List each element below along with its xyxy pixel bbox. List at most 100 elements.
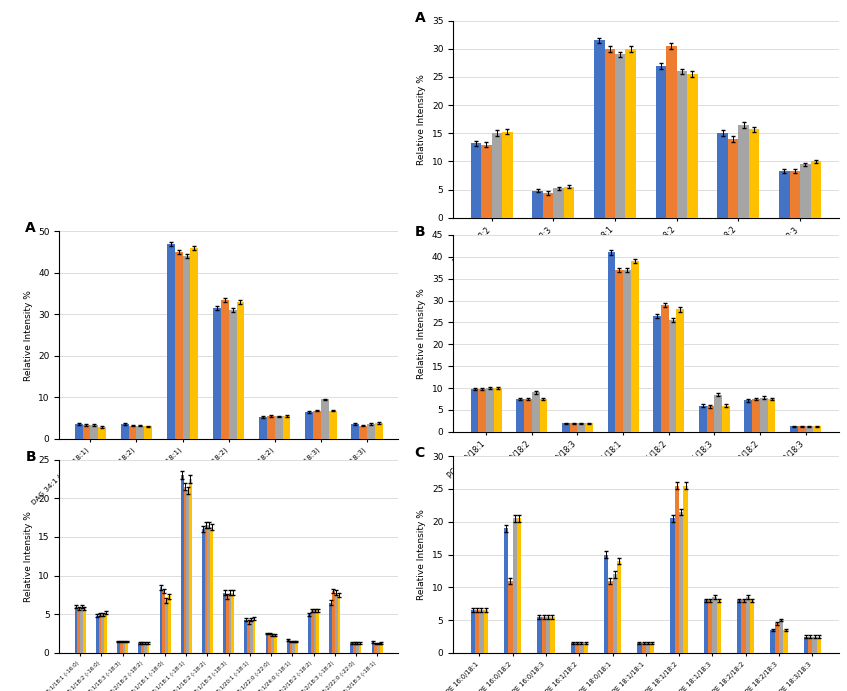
Bar [138,643,141,653]
Bar [584,643,588,653]
Bar [274,417,283,439]
Bar [564,187,574,218]
Bar [771,630,775,653]
Bar [749,129,759,218]
Bar [717,133,728,218]
Bar [813,426,821,432]
Bar [540,399,547,432]
Bar [167,244,174,439]
Bar [653,316,661,432]
Bar [767,399,775,432]
Bar [677,310,684,432]
Bar [208,525,210,653]
Bar [508,580,512,653]
Y-axis label: Relative Intensity %: Relative Intensity % [418,288,426,379]
Bar [728,139,739,218]
Bar [779,621,783,653]
Bar [287,640,290,653]
Bar [604,554,608,653]
Bar [123,641,125,653]
Bar [136,426,144,439]
Bar [779,171,789,218]
Bar [741,600,745,653]
Bar [479,610,484,653]
Bar [494,388,501,432]
Bar [804,636,808,653]
Bar [337,595,340,653]
Bar [353,643,356,653]
Bar [708,600,712,653]
Bar [553,189,564,218]
Bar [329,603,332,653]
Bar [812,636,817,653]
Bar [641,643,646,653]
Bar [617,561,621,653]
Bar [811,162,821,218]
Bar [722,406,730,432]
Bar [532,392,540,432]
Bar [180,475,184,653]
Bar [274,635,277,653]
Bar [259,417,267,439]
Bar [332,591,335,653]
Bar [375,423,383,439]
Bar [250,620,252,653]
Text: A: A [25,221,36,235]
Y-axis label: Relative Intensity %: Relative Intensity % [418,74,426,164]
Bar [266,634,268,653]
Bar [491,133,502,218]
Bar [481,144,491,218]
Bar [295,641,298,653]
Bar [712,597,717,653]
Bar [789,171,800,218]
Bar [117,641,120,653]
Bar [202,529,205,653]
Bar [605,49,615,218]
Text: C: C [415,446,425,460]
Bar [594,41,605,218]
Bar [646,643,650,653]
Bar [570,423,578,432]
Bar [612,574,617,653]
Bar [502,131,512,218]
Bar [359,643,362,653]
Bar [147,643,149,653]
Bar [374,644,377,653]
Bar [471,610,475,653]
Bar [543,193,553,218]
Bar [512,518,517,653]
Bar [311,610,313,653]
Bar [168,596,170,653]
Bar [704,600,708,653]
Y-axis label: Relative Intensity %: Relative Intensity % [24,511,32,602]
Bar [805,426,813,432]
Bar [675,486,679,653]
Bar [329,410,336,439]
Bar [75,424,82,439]
Bar [283,416,291,439]
Bar [677,71,687,218]
Bar [623,270,631,432]
Bar [475,610,479,653]
Bar [484,610,488,653]
Bar [83,608,86,653]
Bar [631,261,639,432]
Bar [98,614,102,653]
Bar [551,617,555,653]
Bar [578,423,585,432]
Bar [679,512,684,653]
Bar [533,191,543,218]
Bar [125,641,128,653]
Bar [471,389,479,432]
Bar [271,635,274,653]
Bar [471,144,481,218]
Bar [750,600,755,653]
Bar [479,389,486,432]
Bar [205,525,208,653]
Bar [706,406,714,432]
Bar [129,426,136,439]
Bar [637,643,641,653]
Bar [352,424,359,439]
Bar [229,593,231,653]
Bar [684,486,688,653]
